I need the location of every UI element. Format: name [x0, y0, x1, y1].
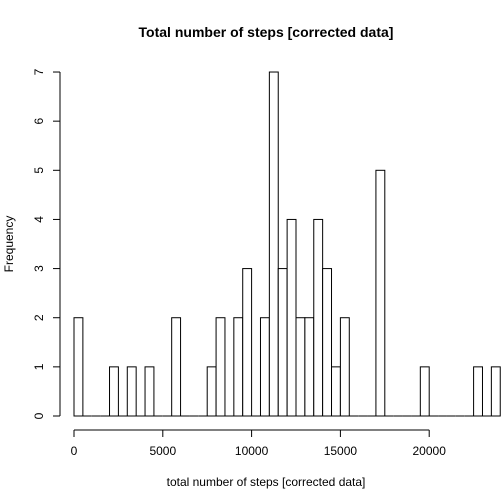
histogram-bar [233, 317, 244, 417]
x-tick-label: 0 [71, 444, 78, 458]
chart-title: Total number of steps [corrected data] [139, 24, 394, 40]
x-axis: 0 5000 10000 15000 20000 [71, 429, 447, 458]
histogram-bar [322, 268, 333, 417]
x-tick-label: 15000 [324, 444, 358, 458]
histogram-bar [109, 366, 119, 417]
histogram-bar [304, 317, 315, 417]
histogram-bar [215, 317, 226, 417]
histogram-bar [242, 268, 253, 417]
histogram-bar [331, 366, 341, 417]
histogram-bar [73, 317, 84, 417]
y-axis-label: Frequency [2, 216, 16, 273]
y-tick-label: 5 [32, 167, 46, 174]
histogram-bar [259, 317, 270, 417]
histogram-bar [206, 366, 217, 417]
y-axis: 0 1 2 3 4 5 6 7 [32, 68, 61, 419]
x-tick-label: 20000 [413, 444, 447, 458]
histogram-bar [126, 366, 137, 417]
histogram-bar [313, 218, 324, 417]
y-tick-label: 0 [32, 412, 46, 419]
y-tick-label: 7 [32, 68, 46, 75]
y-tick-label: 3 [32, 265, 46, 272]
histogram-bar [339, 317, 350, 417]
histogram-bar [144, 366, 155, 417]
histogram-bar [171, 317, 182, 417]
histogram-bar [490, 366, 501, 417]
histogram-bar [286, 218, 297, 417]
histogram-bar [277, 268, 288, 417]
histogram-bar [375, 169, 386, 417]
y-tick-label: 1 [32, 363, 46, 370]
y-tick-label: 2 [32, 314, 46, 321]
y-tick-label: 6 [32, 118, 46, 125]
histogram-bar [268, 71, 279, 417]
bars-group [73, 71, 501, 417]
x-axis-label: total number of steps [corrected data] [167, 475, 366, 489]
y-tick-label: 4 [32, 216, 46, 223]
histogram-bar [419, 366, 430, 417]
x-tick-label: 10000 [235, 444, 269, 458]
x-tick-label: 5000 [149, 444, 176, 458]
histogram-bar [295, 317, 306, 417]
histogram-bar [473, 366, 483, 417]
